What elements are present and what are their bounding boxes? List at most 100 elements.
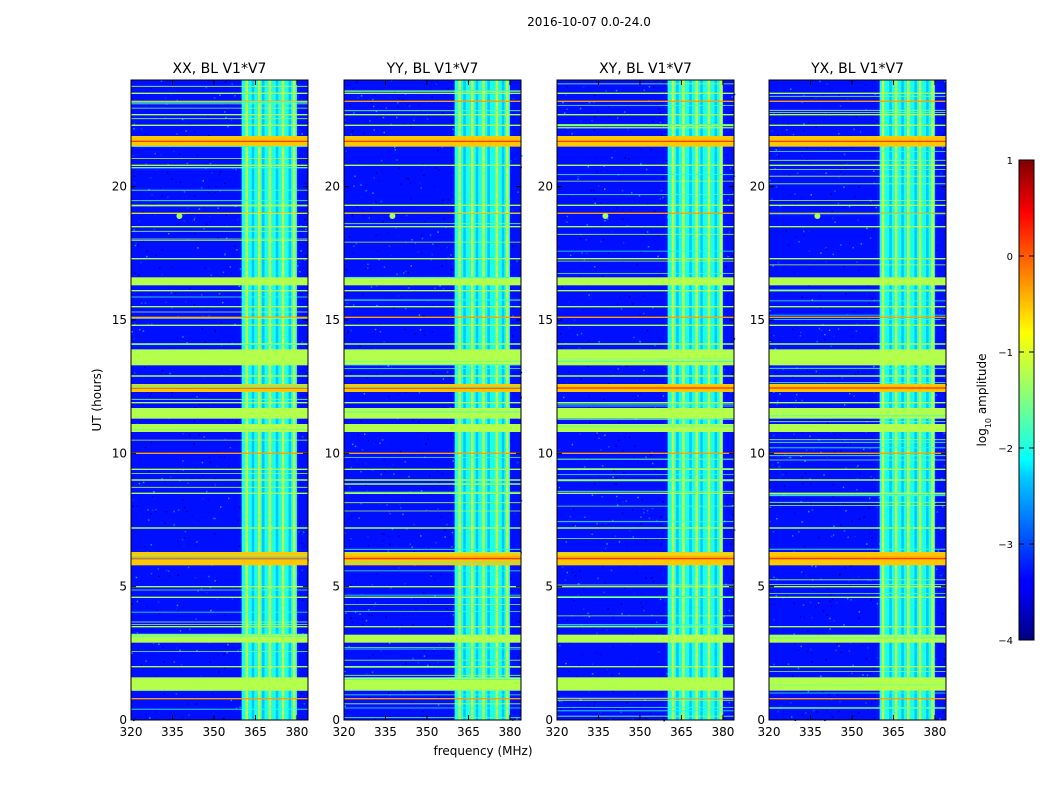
heatmap-noise-cell bbox=[431, 96, 433, 98]
heatmap-noise-cell bbox=[944, 80, 946, 83]
heatmap-noise-cell bbox=[389, 543, 391, 546]
heatmap-noise-cell bbox=[152, 590, 155, 593]
heatmap-noise-cell bbox=[422, 592, 425, 594]
heatmap-noise-cell bbox=[399, 503, 401, 506]
heatmap-noise-cell bbox=[769, 310, 771, 312]
heatmap-noise-cell bbox=[594, 198, 596, 200]
heatmap-noise-cell bbox=[179, 181, 182, 184]
heatmap-noise-cell bbox=[796, 172, 799, 174]
colorbar-tick-label: −2 bbox=[998, 444, 1013, 455]
heatmap-noise-cell bbox=[411, 597, 413, 600]
rfi-streak bbox=[505, 80, 509, 720]
heatmap-noise-cell bbox=[839, 573, 841, 575]
heatmap-noise-cell bbox=[561, 589, 564, 591]
heatmap-noise-cell bbox=[869, 237, 872, 239]
heatmap-noise-cell bbox=[187, 482, 189, 485]
heatmap-noise-cell bbox=[375, 234, 377, 237]
heatmap-noise-cell bbox=[777, 461, 779, 464]
heatmap-noise-cell bbox=[780, 96, 782, 98]
heatmap-noise-cell bbox=[177, 604, 180, 607]
x-tick-label: 380 bbox=[285, 725, 308, 739]
colorbar-tick-label: −1 bbox=[998, 348, 1013, 359]
heatmap-noise-cell bbox=[612, 476, 614, 478]
heatmap-noise-cell bbox=[839, 433, 841, 436]
heatmap-noise-cell bbox=[800, 501, 802, 503]
rfi-streak bbox=[251, 80, 255, 720]
heatmap-noise-cell bbox=[194, 217, 196, 219]
heatmap-noise-cell bbox=[184, 530, 187, 533]
heatmap-noise-cell bbox=[779, 231, 782, 233]
y-tick-label: 0 bbox=[757, 713, 765, 727]
heatmap-noise-cell bbox=[854, 373, 857, 376]
heatmap-noise-cell bbox=[196, 157, 198, 159]
heatmap-noise-cell bbox=[375, 201, 377, 203]
heatmap-noise-cell bbox=[652, 580, 655, 583]
flagged-time-band bbox=[344, 408, 521, 419]
heatmap-noise-cell bbox=[427, 510, 430, 513]
heatmap-noise-cell bbox=[196, 241, 199, 243]
heatmap-noise-cell bbox=[518, 620, 520, 623]
heatmap-noise-cell bbox=[787, 577, 789, 579]
heatmap-noise-cell bbox=[807, 630, 809, 632]
heatmap-noise-cell bbox=[402, 513, 404, 516]
heatmap-noise-cell bbox=[355, 322, 358, 324]
heatmap-noise-cell bbox=[380, 649, 382, 652]
colorbar-tick-label: 0 bbox=[1007, 252, 1013, 263]
heatmap-noise-cell bbox=[640, 251, 642, 253]
heatmap-noise-cell bbox=[134, 169, 136, 171]
heatmap-noise-cell bbox=[187, 239, 190, 241]
heatmap-noise-cell bbox=[875, 294, 878, 297]
heatmap-noise-cell bbox=[239, 648, 242, 651]
heatmap-noise-cell bbox=[207, 186, 210, 188]
heatmap-noise-cell bbox=[378, 458, 380, 460]
heatmap-noise-cell bbox=[582, 86, 585, 88]
heatmap-noise-cell bbox=[440, 516, 443, 518]
heatmap-noise-cell bbox=[410, 267, 412, 270]
heatmap-noise-cell bbox=[348, 598, 350, 601]
heatmap-noise-cell bbox=[583, 259, 586, 261]
heatmap-noise-cell bbox=[181, 195, 184, 198]
heatmap-noise-cell bbox=[161, 195, 164, 197]
heatmap-noise-cell bbox=[359, 345, 361, 347]
heatmap-noise-cell bbox=[408, 709, 411, 711]
heatmap-noise-cell bbox=[873, 570, 875, 572]
heatmap-noise-cell bbox=[658, 235, 660, 237]
heatmap-noise-cell bbox=[564, 217, 566, 219]
heatmap-noise-cell bbox=[638, 524, 641, 526]
heatmap-noise-cell bbox=[153, 228, 156, 231]
heatmap-noise-cell bbox=[853, 128, 855, 131]
heatmap-noise-cell bbox=[388, 535, 390, 538]
heatmap-noise-cell bbox=[875, 418, 877, 421]
heatmap-noise-cell bbox=[873, 170, 875, 172]
heatmap-noise-cell bbox=[571, 571, 574, 574]
heatmap-noise-cell bbox=[398, 535, 401, 537]
heatmap-noise-cell bbox=[183, 213, 185, 215]
heatmap-noise-cell bbox=[515, 317, 517, 319]
heatmap-noise-cell bbox=[663, 719, 665, 722]
heatmap-noise-cell bbox=[215, 185, 217, 188]
heatmap-noise-cell bbox=[226, 119, 228, 121]
heatmap-noise-cell bbox=[728, 609, 731, 612]
heatmap-noise-cell bbox=[350, 330, 353, 332]
heatmap-noise-cell bbox=[202, 180, 204, 182]
heatmap-noise-cell bbox=[432, 372, 434, 374]
heatmap-noise-cell bbox=[851, 520, 853, 522]
heatmap-noise-cell bbox=[777, 422, 779, 425]
heatmap-noise-cell bbox=[354, 611, 357, 613]
heatmap-noise-cell bbox=[845, 167, 847, 169]
heatmap-noise-cell bbox=[363, 215, 365, 217]
heatmap-noise-cell bbox=[173, 661, 176, 663]
heatmap-noise-cell bbox=[777, 134, 779, 137]
heatmap-noise-cell bbox=[577, 178, 579, 180]
heatmap-noise-cell bbox=[353, 185, 355, 187]
heatmap-noise-cell bbox=[871, 298, 874, 300]
heatmap-noise-cell bbox=[382, 221, 384, 223]
heatmap-noise-cell bbox=[792, 675, 794, 677]
heatmap-noise-cell bbox=[638, 200, 640, 203]
heatmap-noise-cell bbox=[640, 516, 642, 518]
heatmap-noise-cell bbox=[142, 240, 144, 243]
heatmap-noise-cell bbox=[393, 586, 396, 589]
heatmap-noise-cell bbox=[937, 244, 939, 247]
heatmap-noise-cell bbox=[367, 545, 370, 547]
heatmap-noise-cell bbox=[936, 500, 938, 502]
